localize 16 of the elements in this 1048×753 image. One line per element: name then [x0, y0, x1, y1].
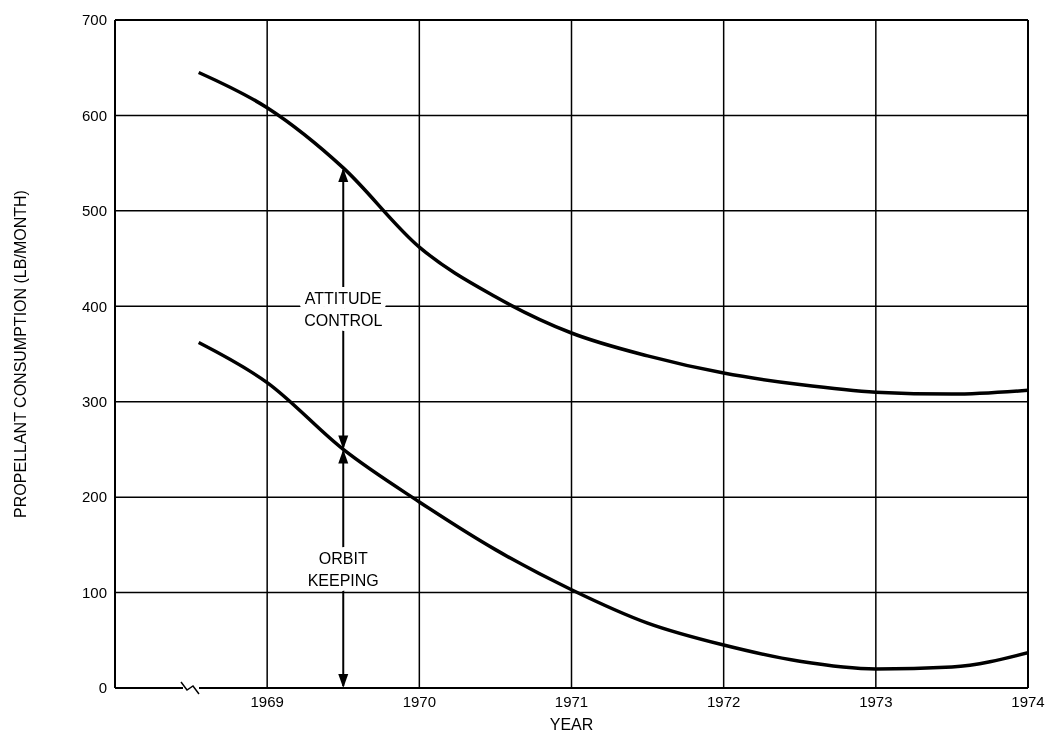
y-tick-label: 200 — [81, 488, 107, 506]
y-tick-label: 400 — [81, 297, 107, 315]
y-tick-label: 0 — [98, 679, 107, 697]
x-tick-label: 1973 — [859, 692, 893, 710]
x-tick-label: 1971 — [554, 692, 589, 710]
y-tick-label: 500 — [81, 202, 107, 220]
x-tick-label: 1970 — [402, 692, 437, 710]
y-tick-label: 100 — [81, 583, 107, 601]
y-tick-label: 300 — [81, 393, 107, 411]
x-tick-label: 1969 — [250, 692, 284, 710]
x-tick-label: 1972 — [706, 692, 741, 710]
y-tick-label: 600 — [81, 106, 107, 124]
y-axis-title: PROPELLANT CONSUMPTION (LB/MONTH) — [11, 190, 29, 518]
x-tick-label: 1974 — [1011, 692, 1045, 710]
y-tick-label: 700 — [81, 11, 107, 29]
x-axis-title: YEAR — [549, 716, 594, 733]
